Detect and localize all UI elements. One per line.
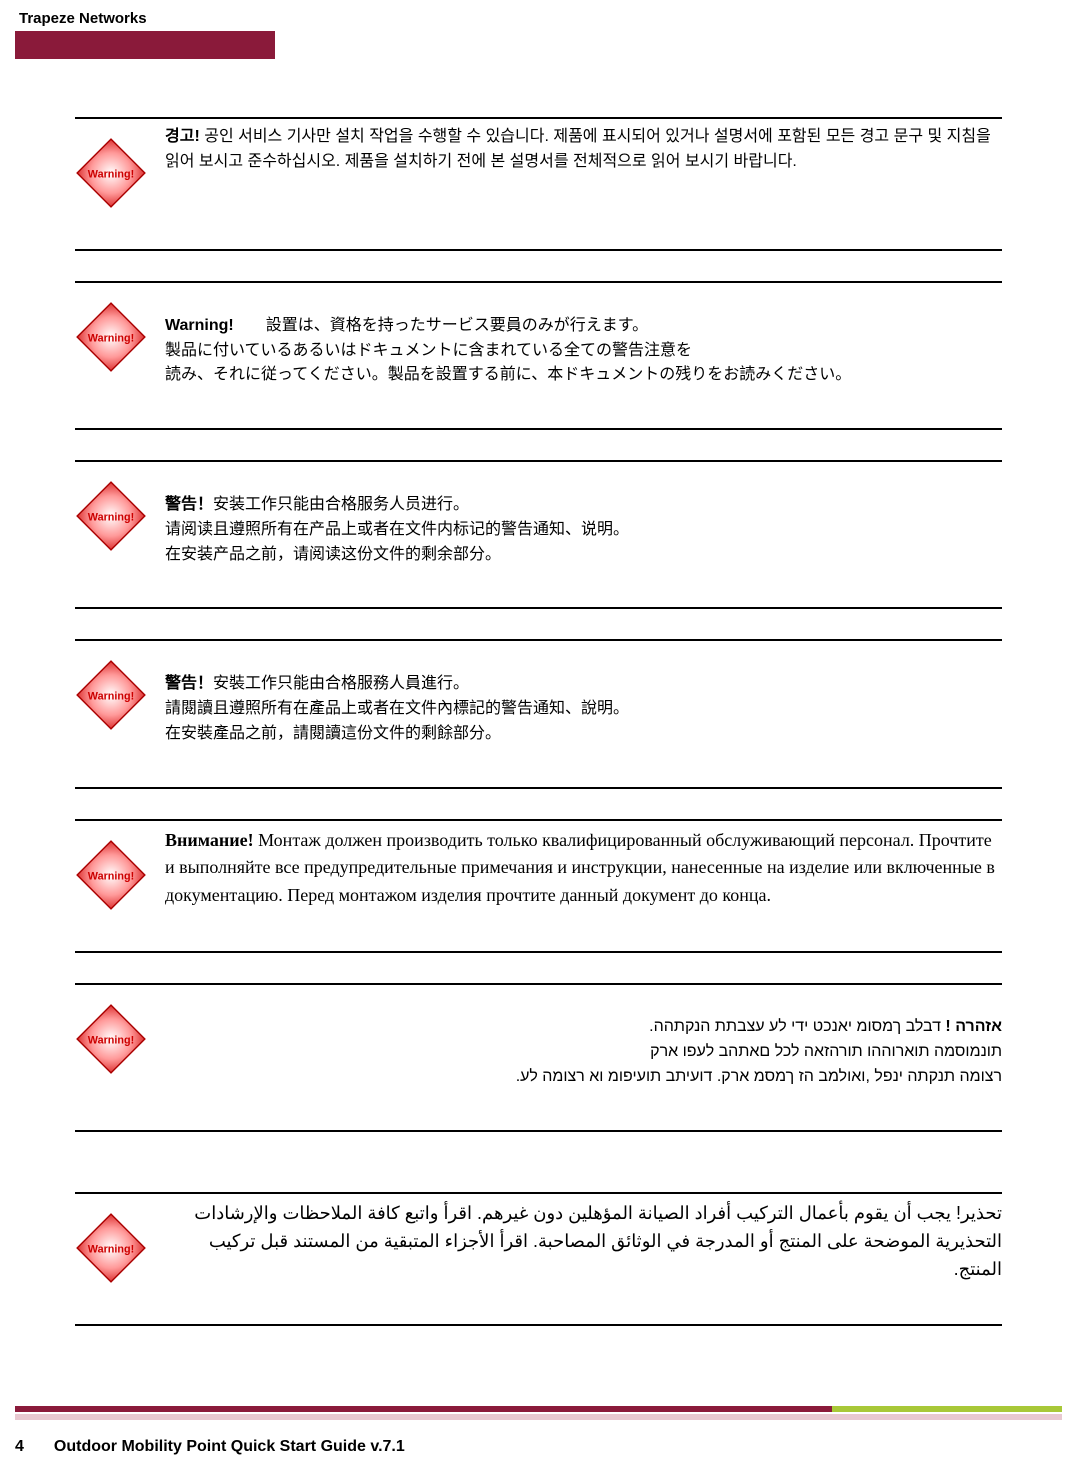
warning-lead: 警告！ (165, 496, 213, 513)
warning-lead: Warning! (165, 317, 234, 334)
footer-bar-light (15, 1414, 1062, 1420)
warning-text-ru: Внимание! Монтаж должен производить толь… (165, 827, 1002, 911)
warning-text-ja: Warning!設置は、資格を持ったサービス要員のみが行えます。 製品に付いてい… (165, 289, 1002, 388)
footer-bar-accent (832, 1406, 1062, 1412)
warning-body: 安装工作只能由合格服务人员进行。 请阅读且遵照所有在产品上或者在文件内标记的警告… (165, 496, 629, 563)
divider (75, 1324, 1002, 1326)
svg-text:Warning!: Warning! (88, 168, 134, 180)
content-area: Warning! 경고! 공인 서비스 기사만 설치 작업을 수행할 수 있습니… (15, 67, 1062, 1376)
warning-text-ko: 경고! 공인 서비스 기사만 설치 작업을 수행할 수 있습니다. 제품에 표시… (165, 125, 1002, 175)
svg-text:Warning!: Warning! (88, 332, 134, 344)
warning-block-ru: Warning! Внимание! Монтаж должен произво… (75, 819, 1002, 951)
warning-lead: 警告！ (165, 675, 213, 692)
warning-icon: Warning! (75, 839, 147, 911)
warning-lead: Внимание! (165, 830, 254, 850)
warning-body: 공인 서비스 기사만 설치 작업을 수행할 수 있습니다. 제품에 표시되어 있… (165, 128, 991, 170)
warning-body: Монтаж должен производить только квалифи… (165, 830, 995, 906)
warning-body: تحذير! يجب أن يقوم بأعمال التركيب أفراد … (194, 1203, 1002, 1279)
svg-text:Warning!: Warning! (88, 870, 134, 882)
warning-icon: Warning! (75, 137, 147, 209)
divider (75, 428, 1002, 430)
svg-text:Warning!: Warning! (88, 691, 134, 703)
warning-block-zhcn: Warning! 警告！安装工作只能由合格服务人员进行。 请阅读且遵照所有在产品… (75, 460, 1002, 607)
warning-lead: 경고! (165, 128, 200, 145)
warning-icon: Warning! (75, 480, 147, 552)
warning-block-ko: Warning! 경고! 공인 서비스 기사만 설치 작업을 수행할 수 있습니… (75, 117, 1002, 249)
warning-block-he: Warning! אזהרה ! דבלב ךמסומ יאנכט ידי לע… (75, 983, 1002, 1130)
warning-icon: Warning! (75, 1212, 147, 1284)
svg-text:Warning!: Warning! (88, 512, 134, 524)
company-name: Trapeze Networks (15, 10, 1062, 27)
warning-lead: אזהרה ! (945, 1018, 1002, 1035)
page-number: 4 (15, 1438, 24, 1456)
warning-icon: Warning! (75, 659, 147, 731)
page-header: Trapeze Networks (15, 10, 1062, 59)
warning-text-he: אזהרה ! דבלב ךמסומ יאנכט ידי לע עצבתת הנ… (165, 991, 1002, 1090)
divider (75, 1130, 1002, 1132)
divider (75, 249, 1002, 251)
warning-body: דבלב ךמסומ יאנכט ידי לע עצבתת הנקתהה. תו… (516, 1018, 1002, 1085)
divider (75, 607, 1002, 609)
footer-bars (15, 1406, 1062, 1420)
warning-body: 安裝工作只能由合格服務人員進行。 請閱讀且遵照所有在產品上或者在文件內標記的警告… (165, 675, 629, 742)
warning-block-ja: Warning! Warning!設置は、資格を持ったサービス要員のみが行えます… (75, 281, 1002, 428)
header-accent-bar (15, 31, 275, 59)
svg-text:Warning!: Warning! (88, 1243, 134, 1255)
warning-block-ar: Warning! تحذير! يجب أن يقوم بأعمال الترك… (75, 1192, 1002, 1324)
divider (75, 951, 1002, 953)
footer-title: Outdoor Mobility Point Quick Start Guide… (54, 1438, 405, 1456)
warning-body: 設置は、資格を持ったサービス要員のみが行えます。 製品に付いているあるいはドキュ… (165, 317, 851, 384)
warning-text-ar: تحذير! يجب أن يقوم بأعمال التركيب أفراد … (165, 1200, 1002, 1284)
warning-text-zhcn: 警告！安装工作只能由合格服务人员进行。 请阅读且遵照所有在产品上或者在文件内标记… (165, 468, 1002, 567)
warning-block-zhtw: Warning! 警告！安裝工作只能由合格服務人員進行。 請閱讀且遵照所有在產品… (75, 639, 1002, 786)
warning-icon: Warning! (75, 1003, 147, 1075)
warning-icon: Warning! (75, 301, 147, 373)
divider (75, 787, 1002, 789)
footer: 4 Outdoor Mobility Point Quick Start Gui… (15, 1438, 1062, 1456)
warning-text-zhtw: 警告！安裝工作只能由合格服務人員進行。 請閱讀且遵照所有在產品上或者在文件內標記… (165, 647, 1002, 746)
svg-text:Warning!: Warning! (88, 1034, 134, 1046)
